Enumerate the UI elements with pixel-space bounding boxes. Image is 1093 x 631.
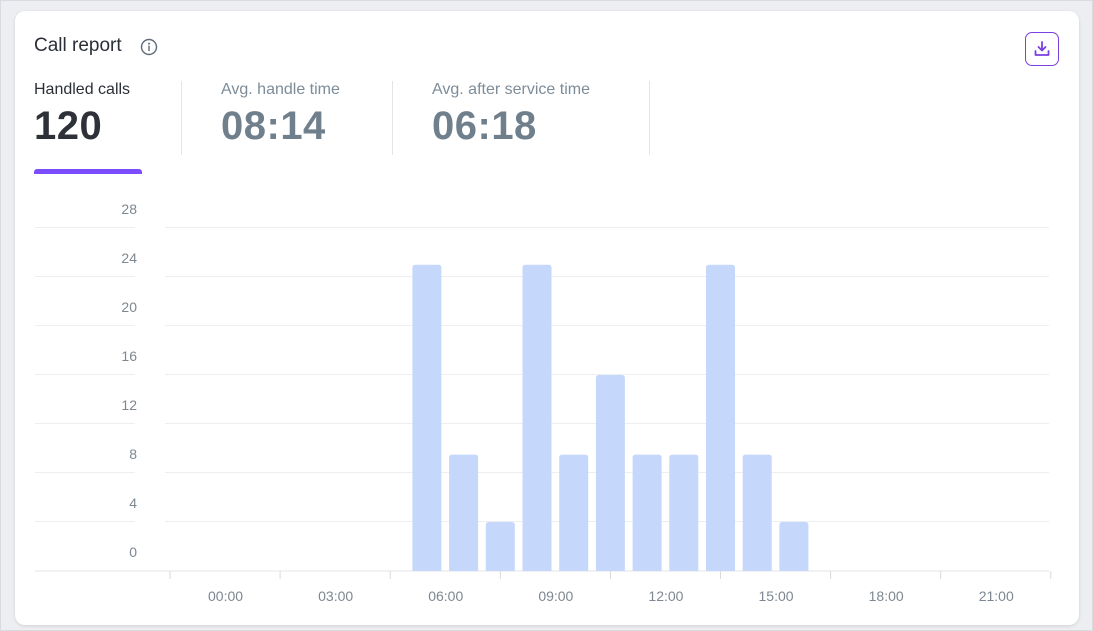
y-tick-label: 4 bbox=[129, 495, 137, 511]
x-tick-label: 18:00 bbox=[869, 588, 904, 604]
y-tick-label: 16 bbox=[121, 348, 137, 364]
y-tick-label: 8 bbox=[129, 446, 137, 462]
x-tick-label: 09:00 bbox=[538, 588, 573, 604]
bar bbox=[742, 454, 772, 571]
y-tick-label: 24 bbox=[121, 250, 137, 266]
bar bbox=[632, 454, 662, 571]
x-tick-label: 03:00 bbox=[318, 588, 353, 604]
x-tick-label: 21:00 bbox=[979, 588, 1014, 604]
kpi-avg-handle-time[interactable]: Avg. handle time 08:14 bbox=[221, 81, 340, 156]
card-title: Call report bbox=[34, 35, 122, 56]
kpi-label: Handled calls bbox=[34, 81, 131, 98]
kpi-handled-calls[interactable]: Handled calls 120 bbox=[34, 81, 130, 156]
x-tick-label: 12:00 bbox=[648, 588, 683, 604]
bar bbox=[595, 375, 625, 571]
x-tick-label: 06:00 bbox=[428, 588, 463, 604]
y-tick-label: 20 bbox=[121, 299, 137, 315]
download-button[interactable] bbox=[1025, 32, 1059, 66]
call-volume-bar-chart: 28 24 20 16 12 8 4 0 00:00 03:00 06:00 09:00 12:00 15… bbox=[35, 201, 1052, 604]
kpi-value: 08:14 bbox=[221, 104, 326, 148]
y-tick-label: 12 bbox=[121, 397, 137, 413]
bar bbox=[485, 522, 515, 571]
active-tab-indicator bbox=[34, 169, 142, 174]
bar bbox=[522, 264, 552, 571]
y-tick-label: 0 bbox=[129, 544, 137, 560]
kpi-divider bbox=[181, 81, 182, 155]
bar bbox=[559, 454, 589, 571]
kpi-divider bbox=[392, 81, 393, 155]
kpi-value: 120 bbox=[34, 104, 103, 148]
info-circle-icon[interactable] bbox=[140, 38, 158, 56]
bar bbox=[669, 454, 699, 571]
bar bbox=[449, 454, 479, 571]
x-tick-label: 15:00 bbox=[759, 588, 794, 604]
download-icon bbox=[1034, 41, 1050, 56]
bar bbox=[412, 264, 442, 571]
y-tick-label: 28 bbox=[121, 201, 137, 217]
call-report-card: Call report Handled calls 120 Avg. handl… bbox=[15, 11, 1079, 625]
kpi-divider bbox=[649, 81, 650, 155]
x-tick-label: 00:00 bbox=[208, 588, 243, 604]
kpi-label: Avg. handle time bbox=[221, 81, 340, 98]
kpi-label: Avg. after service time bbox=[432, 81, 590, 98]
bar bbox=[779, 522, 809, 571]
bar bbox=[706, 264, 735, 571]
kpi-avg-after-service-time[interactable]: Avg. after service time 06:18 bbox=[432, 81, 590, 156]
kpi-value: 06:18 bbox=[432, 104, 537, 148]
